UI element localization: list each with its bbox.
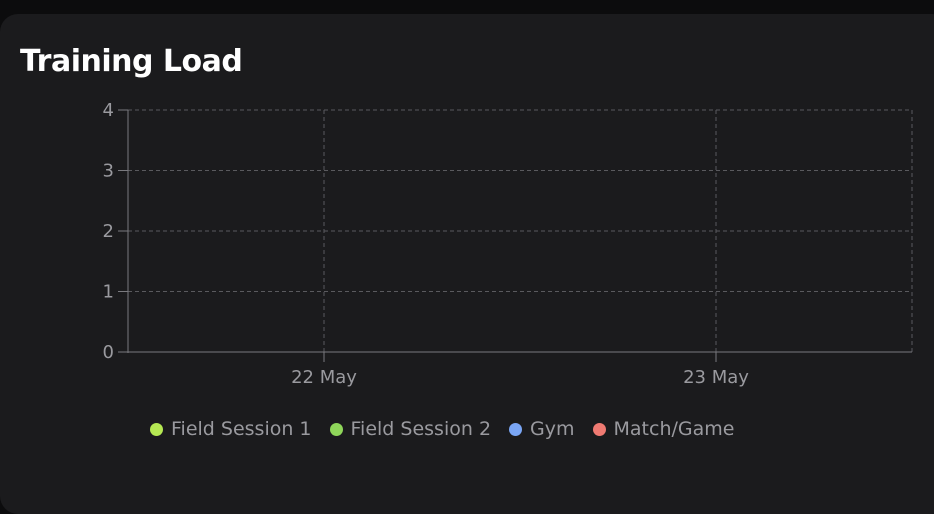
y-tick-label: 0 — [103, 342, 114, 363]
legend-dot-icon — [509, 422, 523, 436]
legend-label: Gym — [530, 418, 575, 440]
legend-label: Match/Game — [613, 418, 735, 440]
y-tick-label: 2 — [103, 221, 114, 242]
training-load-chart: 0 1 2 3 4 22 May 23 May — [103, 100, 913, 388]
legend-item[interactable]: Field Session 1 — [150, 418, 312, 440]
chart-legend: Field Session 1 Field Session 2 Gym Match/G… — [150, 418, 752, 440]
legend-item[interactable]: Match/Game — [592, 418, 735, 440]
legend-dot-icon — [329, 422, 343, 436]
legend-item[interactable]: Gym — [509, 418, 575, 440]
x-tick-label: 23 May — [683, 367, 749, 388]
card-title: Training Load — [20, 44, 243, 79]
x-tick-label: 22 May — [291, 367, 357, 388]
chart-grid — [128, 109, 913, 352]
x-axis-tick-labels: 22 May 23 May — [291, 367, 749, 388]
y-tick-label: 4 — [103, 100, 114, 121]
y-tick-label: 1 — [103, 282, 114, 303]
legend-label: Field Session 2 — [350, 418, 492, 440]
y-axis-tick-labels: 0 1 2 3 4 — [103, 100, 114, 363]
legend-item[interactable]: Field Session 2 — [329, 418, 492, 440]
y-tick-label: 3 — [103, 161, 114, 182]
legend-dot-icon — [150, 422, 163, 436]
chart-axes — [118, 109, 912, 362]
legend-dot-icon — [592, 422, 606, 436]
legend-label: Field Session 1 — [171, 418, 312, 440]
